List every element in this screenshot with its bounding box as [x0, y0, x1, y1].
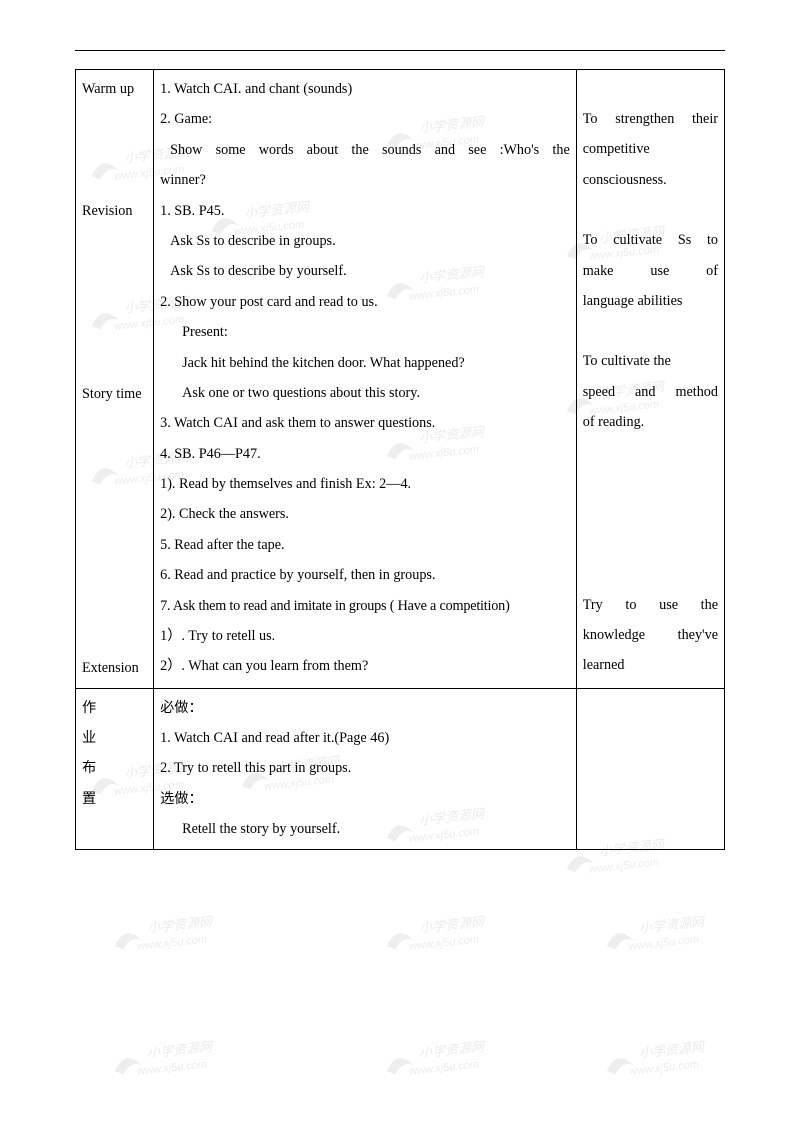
- purpose-line: learned: [583, 657, 625, 673]
- content-line: 2）. What can you learn from them?: [160, 651, 570, 681]
- purpose-line: consciousness.: [583, 172, 667, 188]
- cell-procedure-content: 1. Watch CAI. and chant (sounds) 2. Game…: [154, 70, 577, 689]
- purpose-line: of reading.: [583, 414, 644, 430]
- content-line: Show some words about the sounds and see…: [160, 135, 570, 165]
- svg-text:小学资源网: 小学资源网: [638, 914, 706, 936]
- svg-text:www.xj5u.com: www.xj5u.com: [629, 1059, 700, 1078]
- content-line: 1）. Try to retell us.: [160, 621, 570, 651]
- content-line: Present:: [160, 317, 570, 347]
- watermark: 小学资源网www.xj5u.com: [600, 1035, 730, 1083]
- purpose-line: competitive: [583, 141, 650, 157]
- content-line: 1. Watch CAI. and chant (sounds): [160, 74, 570, 104]
- label-warm-up: Warm up: [82, 81, 134, 97]
- svg-text:小学资源网: 小学资源网: [638, 1039, 706, 1061]
- header-divider: [75, 50, 725, 51]
- content-line: Ask Ss to describe in groups.: [160, 226, 570, 256]
- cjk-char: 作: [82, 693, 147, 723]
- svg-text:小学资源网: 小学资源网: [146, 914, 214, 936]
- content-line: 1. SB. P45.: [160, 196, 570, 226]
- purpose-line: To cultivate Ss to: [583, 225, 718, 255]
- content-line: 3. Watch CAI and ask them to answer ques…: [160, 408, 570, 438]
- svg-text:www.xj5u.com: www.xj5u.com: [409, 934, 480, 953]
- svg-text:www.xj5u.com: www.xj5u.com: [629, 934, 700, 953]
- purpose-line: speed and method: [583, 377, 718, 407]
- purpose-line: Try to use the: [583, 590, 718, 620]
- svg-text:www.xj5u.com: www.xj5u.com: [409, 1059, 480, 1078]
- cell-homework-purpose: [576, 688, 724, 849]
- cjk-char: 布: [82, 753, 147, 783]
- watermark: 小学资源网www.xj5u.com: [380, 910, 510, 958]
- cjk-char: 业: [82, 723, 147, 753]
- purpose-line: To strengthen their: [583, 104, 718, 134]
- content-line: 4. SB. P46—P47.: [160, 439, 570, 469]
- watermark: 小学资源网www.xj5u.com: [600, 910, 730, 958]
- content-line: 1). Read by themselves and finish Ex: 2—…: [160, 469, 570, 499]
- cell-purpose: To strengthen their competitive consciou…: [576, 70, 724, 689]
- cell-homework-content: 必做： 1. Watch CAI and read after it.(Page…: [154, 688, 577, 849]
- lesson-plan-table: Warm up Revision Story time Extension 1.…: [75, 69, 725, 850]
- content-line: 2). Check the answers.: [160, 499, 570, 529]
- homework-label-vertical: 作 业 布 置: [82, 693, 147, 815]
- label-revision: Revision: [82, 203, 132, 219]
- svg-text:小学资源网: 小学资源网: [418, 1039, 486, 1061]
- content-line: 5. Read after the tape.: [160, 530, 570, 560]
- purpose-line: language abilities: [583, 293, 683, 309]
- homework-line: 选做：: [160, 784, 570, 814]
- cell-homework-label: 作 业 布 置: [76, 688, 154, 849]
- homework-line: Retell the story by yourself.: [160, 814, 570, 844]
- label-story-time: Story time: [82, 386, 142, 402]
- cjk-char: 置: [82, 784, 147, 814]
- table-row-main: Warm up Revision Story time Extension 1.…: [76, 70, 725, 689]
- homework-line: 1. Watch CAI and read after it.(Page 46): [160, 723, 570, 753]
- svg-text:www.xj5u.com: www.xj5u.com: [137, 1059, 208, 1078]
- content-line: 7. Ask them to read and imitate in group…: [160, 591, 570, 621]
- content-line: 2. Show your post card and read to us.: [160, 287, 570, 317]
- content-line: 2. Game:: [160, 104, 570, 134]
- table-row-homework: 作 业 布 置 必做： 1. Watch CAI and read after …: [76, 688, 725, 849]
- watermark: 小学资源网www.xj5u.com: [108, 1035, 238, 1083]
- svg-text:小学资源网: 小学资源网: [418, 914, 486, 936]
- label-extension: Extension: [82, 660, 139, 676]
- purpose-line: To cultivate the: [583, 353, 671, 369]
- cell-stage-labels: Warm up Revision Story time Extension: [76, 70, 154, 689]
- homework-line: 2. Try to retell this part in groups.: [160, 753, 570, 783]
- purpose-line: knowledge they've: [583, 620, 718, 650]
- content-line: winner?: [160, 165, 570, 195]
- purpose-line: make use of: [583, 256, 718, 286]
- content-line: Ask one or two questions about this stor…: [160, 378, 570, 408]
- content-line: 6. Read and practice by yourself, then i…: [160, 560, 570, 590]
- watermark: 小学资源网www.xj5u.com: [380, 1035, 510, 1083]
- content-line: Ask Ss to describe by yourself.: [160, 256, 570, 286]
- content-line: Jack hit behind the kitchen door. What h…: [160, 348, 570, 378]
- svg-text:www.xj5u.com: www.xj5u.com: [137, 934, 208, 953]
- homework-line: 必做：: [160, 693, 570, 723]
- watermark: 小学资源网www.xj5u.com: [108, 910, 238, 958]
- page-container: Warm up Revision Story time Extension 1.…: [0, 0, 800, 910]
- svg-text:小学资源网: 小学资源网: [146, 1039, 214, 1061]
